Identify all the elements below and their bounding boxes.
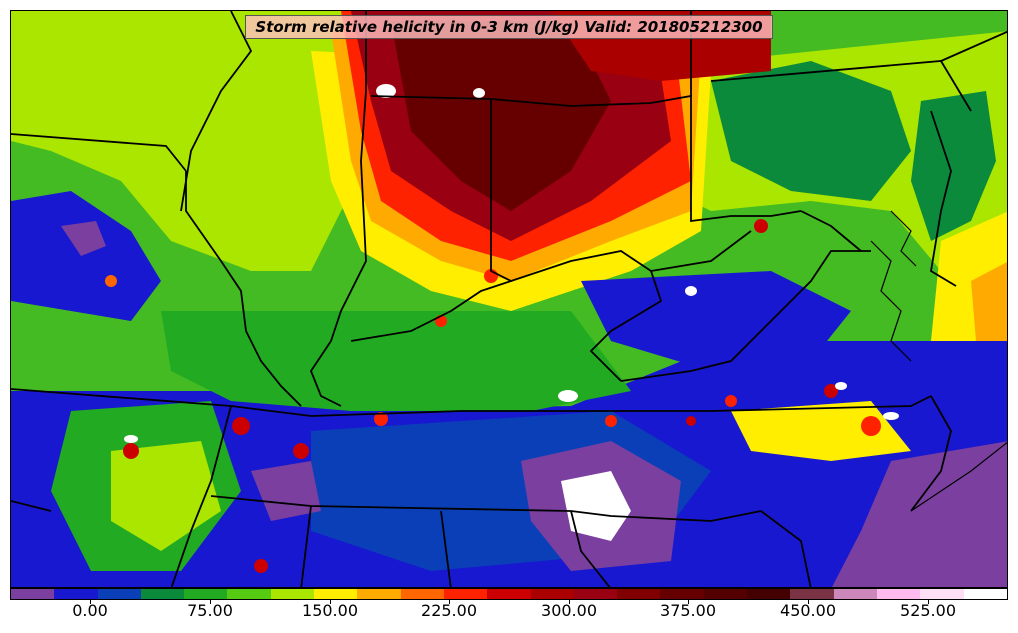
- helicity-map: [11, 11, 1007, 587]
- field-blue-central: [581, 271, 851, 371]
- field-orange-east: [971, 262, 1007, 351]
- extreme-cells: [124, 84, 899, 443]
- colorbar-segment: [833, 589, 877, 599]
- colorbar-segment: [747, 589, 791, 599]
- colorbar-segment: [97, 589, 141, 599]
- colorbar-label: 75.00: [187, 601, 233, 620]
- field-yellowgreen-north: [11, 11, 391, 271]
- field-green-east: [911, 91, 996, 241]
- colorbar-label: 450.00: [780, 601, 836, 620]
- colorbar-segment: [790, 589, 834, 599]
- colorbar-tick: [449, 600, 450, 604]
- colorbar-segment: [660, 589, 704, 599]
- colorbar-segment: [703, 589, 748, 599]
- colorbar-label: 0.00: [72, 601, 108, 620]
- colorbar-tick: [330, 600, 331, 604]
- field-maroon-core: [391, 21, 611, 211]
- colorbar-segment: [54, 589, 98, 599]
- map-frame: [10, 10, 1008, 588]
- field-white-south: [561, 471, 631, 541]
- colorbar-segment: [573, 589, 618, 599]
- colorbar-segment: [617, 589, 661, 599]
- field-blue-west: [11, 191, 161, 321]
- field-purple-southeast: [832, 441, 1007, 587]
- convective-cells: [105, 219, 881, 573]
- map-title: Storm relative helicity in 0-3 km (J/kg)…: [245, 15, 773, 39]
- colorbar-segment: [876, 589, 921, 599]
- colorbar-segment: [443, 589, 488, 599]
- colorbar-tick: [688, 600, 689, 604]
- colorbar-segment: [314, 589, 358, 599]
- colorbar-segment: [400, 589, 444, 599]
- colorbar-label: 300.00: [541, 601, 597, 620]
- colorbar-segment: [11, 589, 55, 599]
- colorbar-label: 375.00: [660, 601, 716, 620]
- colorbar-segment: [920, 589, 964, 599]
- colorbar-label: 150.00: [302, 601, 358, 620]
- colorbar-tick: [90, 600, 91, 604]
- colorbar-segment: [270, 589, 315, 599]
- colorbar-tick: [808, 600, 809, 604]
- colorbar: [10, 588, 1008, 600]
- field-yellow-mid-east: [731, 401, 911, 461]
- colorbar-label: 525.00: [900, 601, 956, 620]
- coastline: [870, 210, 1007, 512]
- colorbar-segment: [530, 589, 574, 599]
- colorbar-segment: [357, 589, 401, 599]
- colorbar-tick: [928, 600, 929, 604]
- colorbar-segment: [963, 589, 1007, 599]
- colorbar-label: 225.00: [421, 601, 477, 620]
- state-borders: [11, 11, 1007, 587]
- colorbar-labels: 0.00 75.00 150.00 225.00 300.00 375.00 450.00 5…: [0, 600, 1018, 627]
- colorbar-tick: [569, 600, 570, 604]
- colorbar-segment: [184, 589, 228, 599]
- colorbar-segment: [227, 589, 271, 599]
- colorbar-tick: [210, 600, 211, 604]
- colorbar-segment: [140, 589, 185, 599]
- field-green-mid: [161, 311, 631, 411]
- field-purple-west: [61, 221, 106, 256]
- field-green-northeast: [711, 61, 911, 201]
- colorbar-segment: [487, 589, 531, 599]
